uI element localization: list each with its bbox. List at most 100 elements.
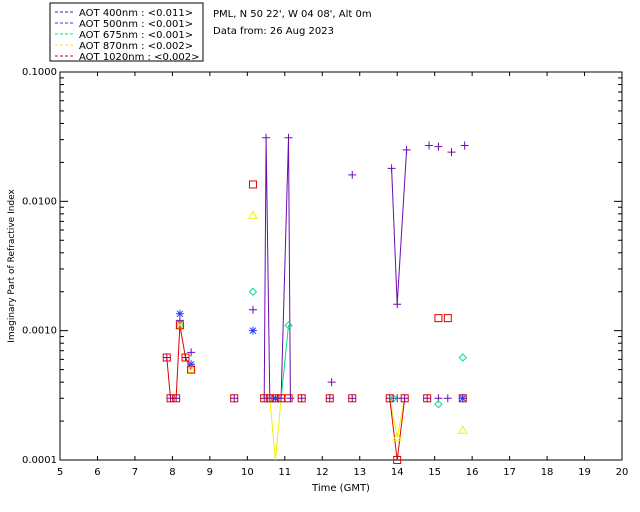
data-point-870nm xyxy=(175,320,185,329)
data-point-675nm xyxy=(248,287,258,296)
data-point-400nm xyxy=(393,300,402,309)
data-point-1020nm xyxy=(187,365,196,374)
data-point-400nm xyxy=(262,133,271,142)
data-point-400nm xyxy=(348,394,357,403)
series-line-1020nm xyxy=(166,325,192,399)
series-line-400nm xyxy=(280,137,291,399)
data-point-400nm xyxy=(400,394,409,403)
data-point-1020nm xyxy=(458,394,467,403)
legend-entry: AOT 675nm : <0.001> xyxy=(79,30,193,41)
data-point-1020nm xyxy=(297,394,306,403)
series-line-870nm xyxy=(269,398,282,461)
x-tick-label: 19 xyxy=(578,467,591,478)
data-point-500nm xyxy=(458,394,467,403)
x-tick-label: 14 xyxy=(391,467,404,478)
data-point-400nm xyxy=(286,394,295,403)
y-axis-label: Imaginary Part of Refractive Index xyxy=(7,188,17,342)
data-point-400nm xyxy=(447,148,456,157)
data-point-400nm xyxy=(434,142,443,151)
data-point-1020nm xyxy=(230,394,239,403)
x-axis-label: Time (GMT) xyxy=(311,483,370,494)
x-tick-label: 9 xyxy=(207,467,213,478)
data-point-1020nm xyxy=(423,394,432,403)
series-markers xyxy=(162,133,469,464)
data-point-1020nm xyxy=(284,394,293,403)
data-point-1020nm xyxy=(181,353,190,362)
x-tick-label: 13 xyxy=(353,467,366,478)
data-point-400nm xyxy=(402,145,411,154)
data-point-400nm xyxy=(187,348,196,357)
data-point-400nm xyxy=(443,394,452,403)
data-point-1020nm xyxy=(385,394,394,403)
legend-box xyxy=(49,2,204,62)
x-tick-label: 6 xyxy=(94,467,100,478)
data-point-870nm xyxy=(248,210,258,219)
x-tick-label: 8 xyxy=(169,467,175,478)
legend-entry: AOT 870nm : <0.002> xyxy=(79,41,193,52)
data-point-400nm xyxy=(327,378,336,387)
series-line-400nm xyxy=(263,137,271,399)
data-point-500nm xyxy=(175,309,184,318)
data-point-500nm xyxy=(248,326,257,335)
x-tick-label: 17 xyxy=(503,467,516,478)
x-tick-label: 5 xyxy=(57,467,63,478)
legend-entry: AOT 400nm : <0.011> xyxy=(79,8,193,19)
series-lines xyxy=(166,137,408,461)
y-tick-label: 0.0001 xyxy=(22,455,57,466)
data-point-1020nm xyxy=(166,394,175,403)
data-point-675nm xyxy=(458,353,467,362)
x-tick-label: 15 xyxy=(428,467,441,478)
x-tick-label: 12 xyxy=(316,467,329,478)
data-point-400nm xyxy=(162,353,171,362)
data-point-400nm xyxy=(230,394,239,403)
data-point-1020nm xyxy=(172,394,181,403)
data-point-400nm xyxy=(423,394,432,403)
data-point-400nm xyxy=(284,133,293,142)
data-point-400nm xyxy=(297,394,306,403)
data-point-1020nm xyxy=(393,456,402,464)
data-point-870nm xyxy=(457,425,468,434)
x-tick-label: 20 xyxy=(616,467,629,478)
data-point-1020nm xyxy=(348,394,357,403)
series-line-1020nm xyxy=(389,398,406,461)
axis-ticks: 5 6 7 8 9 10 11 12 13 14 15 16 17 18 19 20 0.0001 0.0010 0… xyxy=(22,67,628,478)
data-point-1020nm xyxy=(248,180,257,189)
x-tick-label: 18 xyxy=(541,467,554,478)
data-point-400nm xyxy=(425,141,434,150)
legend-entry: AOT 1020nm : <0.002> xyxy=(79,52,199,63)
data-point-1020nm xyxy=(260,394,269,403)
data-point-400nm xyxy=(248,305,257,314)
data-point-1020nm xyxy=(265,394,274,403)
series-line-675nm xyxy=(280,325,289,399)
data-point-675nm xyxy=(434,400,443,409)
data-point-1020nm xyxy=(400,394,409,403)
x-tick-label: 16 xyxy=(466,467,479,478)
y-tick-label: 0.0010 xyxy=(22,326,57,337)
series-line-870nm xyxy=(389,398,406,438)
date-info: Data from: 26 Aug 2023 xyxy=(213,26,334,37)
series-line-400nm xyxy=(391,149,408,305)
site-info: PML, N 50 22', W 04 08', Alt 0m xyxy=(213,9,372,20)
legend-entry: AOT 500nm : <0.001> xyxy=(79,19,193,30)
data-point-1020nm xyxy=(271,394,280,403)
data-point-400nm xyxy=(172,394,181,403)
plot-area xyxy=(59,71,623,461)
data-point-1020nm xyxy=(434,314,443,323)
data-point-400nm xyxy=(181,353,190,362)
legend: AOT 400nm : <0.011>AOT 500nm : <0.001>AO… xyxy=(49,2,204,63)
y-tick-label: 0.0100 xyxy=(22,196,57,207)
x-tick-label: 10 xyxy=(241,467,254,478)
x-tick-label: 11 xyxy=(278,467,291,478)
data-point-1020nm xyxy=(175,321,184,330)
data-point-500nm xyxy=(187,360,196,369)
x-tick-label: 7 xyxy=(132,467,138,478)
y-tick-label: 0.1000 xyxy=(22,67,57,78)
data-point-1020nm xyxy=(443,314,452,323)
data-point-400nm xyxy=(387,164,396,173)
data-point-1020nm xyxy=(162,353,171,362)
data-point-1020nm xyxy=(325,394,334,403)
data-point-400nm xyxy=(460,141,469,150)
data-point-400nm xyxy=(348,170,357,179)
data-point-400nm xyxy=(325,394,334,403)
